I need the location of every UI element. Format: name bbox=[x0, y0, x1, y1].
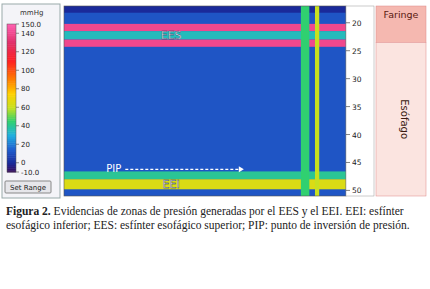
y-tick-label: 40 bbox=[352, 131, 362, 140]
colorbar-frame bbox=[7, 24, 16, 172]
colorbar-tick-label: 40 bbox=[21, 122, 30, 130]
y-tick-label: 45 bbox=[352, 158, 362, 167]
colorbar-tick bbox=[16, 51, 19, 52]
caption: Figura 2. Evidencias de zonas de presión… bbox=[6, 204, 424, 232]
colorbar-tick-label: 140 bbox=[21, 30, 34, 38]
region bbox=[376, 42, 426, 196]
colorbar-label: mmHg bbox=[20, 9, 43, 17]
region-label: Faringe bbox=[384, 9, 419, 20]
caption-label: Figura 2. bbox=[6, 205, 51, 217]
y-tick bbox=[346, 22, 350, 23]
annotation-arrow bbox=[125, 169, 239, 170]
colorbar-tick-label: 100 bbox=[21, 67, 34, 75]
region bbox=[376, 6, 426, 42]
colorbar-tick-label: 20 bbox=[21, 141, 30, 149]
colorbar-step bbox=[7, 24, 16, 26]
caption-text: Evidencias de zonas de presión generadas… bbox=[6, 205, 410, 231]
y-tick bbox=[346, 190, 350, 191]
colorbar-tick bbox=[16, 144, 19, 145]
colorbar-tick bbox=[16, 88, 19, 89]
colorbar-panel bbox=[2, 4, 60, 198]
colorbar-tick bbox=[16, 125, 19, 126]
colorbar-tick bbox=[16, 107, 19, 108]
y-tick-label: 50 bbox=[352, 186, 362, 195]
set-range-button[interactable] bbox=[5, 181, 51, 193]
region-label: Esófago bbox=[399, 99, 410, 139]
band-label: EES bbox=[161, 29, 182, 42]
colorbar-tick bbox=[16, 70, 19, 71]
y-tick-label: 20 bbox=[352, 19, 362, 28]
colorbar-tick-label: 120 bbox=[21, 48, 34, 56]
colorbar-tick-label: 80 bbox=[21, 85, 30, 93]
y-tick bbox=[346, 134, 350, 135]
pressure-band bbox=[301, 6, 309, 196]
plot-frame bbox=[64, 6, 346, 196]
colorbar-tick-label: -10.0 bbox=[21, 169, 39, 177]
pressure-band bbox=[315, 6, 319, 196]
colorbar-tick bbox=[16, 172, 19, 173]
y-tick-label: 30 bbox=[352, 75, 362, 84]
colorbar-tick-label: 0 bbox=[21, 159, 25, 167]
y-tick-label: 35 bbox=[352, 103, 362, 112]
colorbar-tick-label: 60 bbox=[21, 104, 30, 112]
arrow-head bbox=[239, 166, 244, 172]
heatmap bbox=[64, 6, 346, 196]
colorbar-tick bbox=[16, 33, 19, 34]
annotation: PIP bbox=[106, 163, 121, 174]
colorbar-tick bbox=[16, 162, 19, 163]
pressure-band bbox=[64, 6, 346, 196]
colorbar-tick bbox=[16, 24, 19, 25]
y-tick bbox=[346, 78, 350, 79]
y-tick bbox=[346, 162, 350, 163]
axis-strip bbox=[346, 6, 374, 196]
y-tick bbox=[346, 50, 350, 51]
y-tick-label: 25 bbox=[352, 47, 362, 56]
colorbar-tick-label: 150.0 bbox=[21, 21, 41, 29]
band-label: EEI bbox=[163, 178, 180, 191]
y-tick bbox=[346, 106, 350, 107]
button-label: Set Range bbox=[10, 184, 46, 192]
